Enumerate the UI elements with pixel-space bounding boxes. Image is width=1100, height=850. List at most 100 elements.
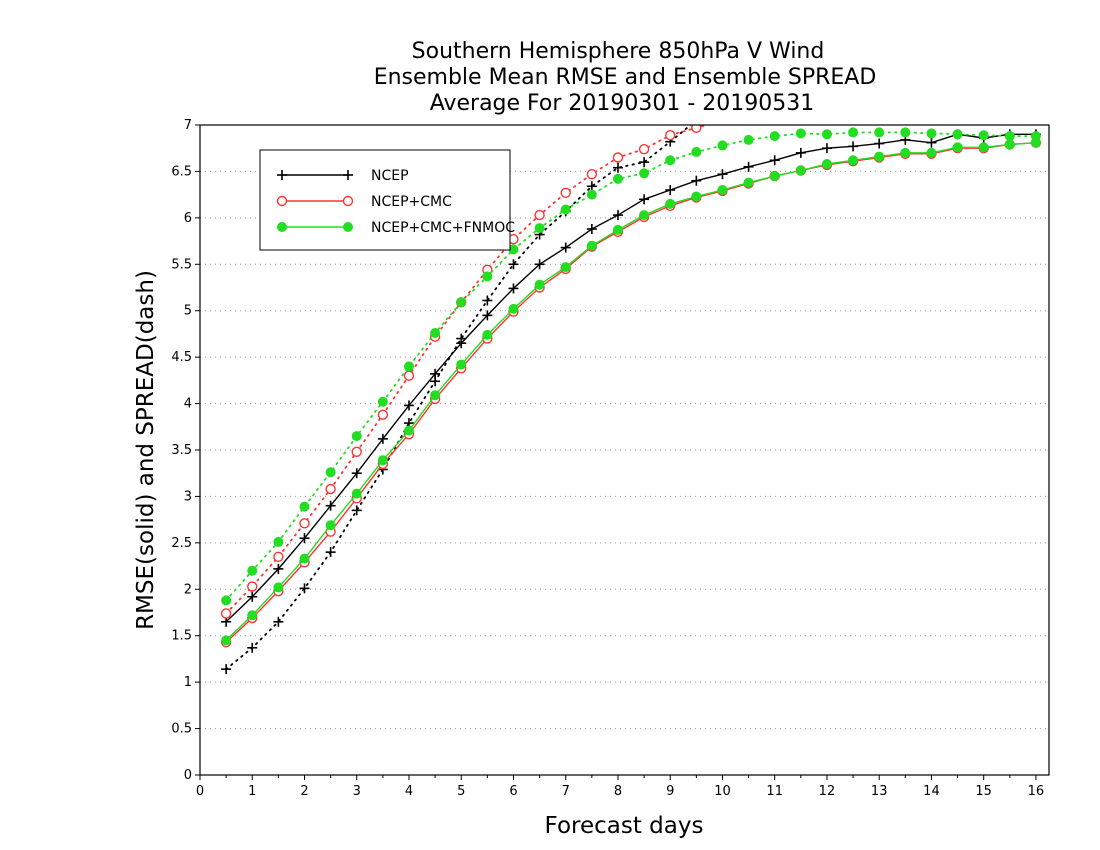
x-axis-ticks: 0 1 2 3 4 5 6 7 8 9 10 11 12 13 14 15 16 (196, 775, 1044, 799)
y-tick-label-14: 7 (184, 118, 192, 133)
legend-label-ncep: NCEP (371, 168, 409, 184)
ncep-cmc-fnmoc-spread-point-1 (247, 565, 258, 576)
ncep-cmc-fnmoc-spread-point-17 (665, 155, 676, 166)
ncep-cmc-fnmoc-rmse-point-22 (795, 165, 806, 176)
ncep-cmc-fnmoc-spread-point-29 (978, 130, 989, 141)
ncep-cmc-fnmoc-rmse-point-27 (926, 147, 937, 158)
ncep-cmc-fnmoc-spread-point-10 (482, 271, 493, 282)
ncep-rmse-point-1 (247, 591, 258, 602)
ncep-spread-point-11 (508, 259, 519, 270)
ncep-cmc-spread-point-25 (875, 93, 884, 102)
ncep-cmc-fnmoc-rmse-point-2 (273, 582, 284, 593)
grid (200, 170, 1049, 730)
ncep-cmc-fnmoc-rmse-point-5 (351, 488, 362, 499)
ncep-cmc-fnmoc-rmse-point-8 (430, 390, 441, 401)
ncep-cmc-fnmoc-spread-point-8 (430, 328, 441, 338)
title-line-2: Ensemble Mean RMSE and Ensemble SPREAD (374, 65, 877, 90)
ncep-cmc-fnmoc-rmse-point-6 (377, 455, 388, 466)
ncep-spread-point-28 (953, 55, 963, 65)
ncep-spread-point-16 (639, 157, 650, 168)
x-tick-label-10: 10 (714, 784, 731, 799)
ncep-cmc-fnmoc-spread-point-13 (560, 204, 571, 215)
ncep-spread-point-30 (1005, 53, 1015, 63)
ncep-rmse-point-13 (560, 242, 571, 253)
ncep-spread-point-26 (900, 64, 910, 74)
x-axis-label: Forecast days (545, 813, 704, 839)
ncep-rmse-point-6 (377, 433, 388, 444)
ncep-cmc-fnmoc-rmse-point-26 (900, 147, 911, 158)
ncep-rmse-point-24 (848, 141, 859, 152)
ncep-cmc-fnmoc-spread-point-18 (691, 146, 702, 157)
ncep-spread-point-4 (325, 547, 336, 558)
ncep-cmc-fnmoc-rmse-point-14 (586, 240, 597, 251)
ncep-spread-line (225, 125, 693, 671)
ncep-cmc-fnmoc-spread-point-16 (639, 168, 650, 179)
ncep-cmc-fnmoc-rmse-point-15 (612, 224, 623, 235)
ncep-rmse-point-20 (743, 161, 754, 172)
ncep-cmc-spread-point-5 (351, 446, 362, 458)
legend-label-ncep-cmc-fnmoc: NCEP+CMC+FNMOC (371, 220, 515, 236)
legend-marker-right-ncep-cmc (342, 195, 354, 207)
ncep-cmc-spread-point-28 (953, 85, 962, 94)
legend-marker-left-ncep-cmc-fnmoc (277, 222, 287, 232)
ncep-cmc-fnmoc-rmse-point-31 (1030, 137, 1041, 148)
y-tick-label-5: 2.5 (171, 536, 192, 551)
ncep-cmc-fnmoc-rmse-point-16 (639, 210, 650, 221)
ncep-cmc-spread-point-14 (586, 169, 598, 180)
x-tick-label-12: 12 (819, 784, 836, 799)
ncep-cmc-fnmoc-spread-point-15 (612, 173, 623, 184)
ncep-rmse-point-17 (665, 185, 676, 195)
ncep-cmc-spread-point-2 (273, 551, 284, 562)
ncep-cmc-fnmoc-spread-point-9 (456, 297, 467, 308)
ncep-cmc-spread-point-30 (1005, 82, 1014, 91)
ncep-cmc-fnmoc-spread-point-19 (717, 140, 728, 151)
ncep-cmc-fnmoc-rmse-point-29 (978, 142, 989, 153)
ncep-rmse-point-9 (456, 338, 467, 349)
ncep-rmse-point-3 (299, 533, 310, 544)
y-tick-label-4: 2 (184, 582, 192, 597)
y-tick-label-0: 0 (184, 768, 192, 783)
ncep-rmse-point-4 (325, 500, 336, 511)
ncep-rmse-point-15 (612, 210, 623, 221)
ncep-cmc-fnmoc-spread-point-23 (821, 129, 832, 140)
x-tick-label-15: 15 (975, 784, 992, 799)
ncep-rmse-point-23 (821, 143, 832, 154)
x-tick-label-2: 2 (300, 784, 308, 799)
ncep-cmc-fnmoc-spread-point-27 (926, 128, 937, 139)
legend: NCEP NCEP+CMC NCEP+CMC+FNMOC (259, 149, 515, 251)
y-tick-label-8: 4 (184, 397, 192, 412)
ncep-cmc-fnmoc-spread-point-20 (743, 134, 754, 145)
ncep-cmc-fnmoc-spread-point-2 (273, 536, 284, 547)
ncep-cmc-fnmoc-rmse-point-13 (560, 262, 571, 273)
ncep-spread-point-15 (612, 162, 623, 173)
ncep-cmc-fnmoc-spread-point-25 (874, 127, 885, 138)
ncep-rmse-point-8 (430, 368, 441, 379)
y-tick-label-9: 4.5 (171, 350, 192, 365)
ncep-spread-point-10 (482, 295, 493, 306)
ncep-cmc-spread-point-23 (822, 97, 831, 106)
ncep-rmse-point-11 (508, 283, 519, 294)
ncep-cmc-fnmoc-spread-point-7 (403, 361, 414, 372)
ncep-cmc-fnmoc-rmse-point-10 (482, 329, 493, 340)
ncep-cmc-spread-point-1 (247, 581, 258, 592)
ncep-cmc-spread-point-7 (403, 370, 415, 381)
ncep-cmc-fnmoc-spread-point-21 (769, 131, 780, 142)
ncep-cmc-spread-point-29 (979, 83, 988, 92)
y-tick-label-1: 0.5 (171, 722, 192, 737)
ncep-cmc-fnmoc-rmse-point-30 (1004, 139, 1015, 150)
ncep-cmc-fnmoc-rmse-point-1 (247, 610, 258, 621)
y-tick-label-12: 6 (184, 211, 192, 226)
ncep-cmc-fnmoc-rmse-point-28 (952, 142, 963, 153)
ncep-cmc-fnmoc-rmse-point-20 (743, 177, 754, 188)
legend-marker-left-ncep-cmc (276, 195, 288, 207)
ncep-spread-point-18 (695, 125, 698, 126)
ncep-cmc-fnmoc-spread-point-0 (221, 595, 232, 606)
ncep-cmc-spread-line (225, 125, 710, 615)
ncep-rmse-point-12 (534, 259, 545, 270)
ncep-rmse-point-22 (795, 147, 806, 158)
legend-marker-right-ncep-cmc-fnmoc (343, 222, 353, 232)
ncep-rmse-point-19 (717, 169, 728, 180)
ncep-cmc-fnmoc-rmse-point-25 (874, 151, 885, 162)
